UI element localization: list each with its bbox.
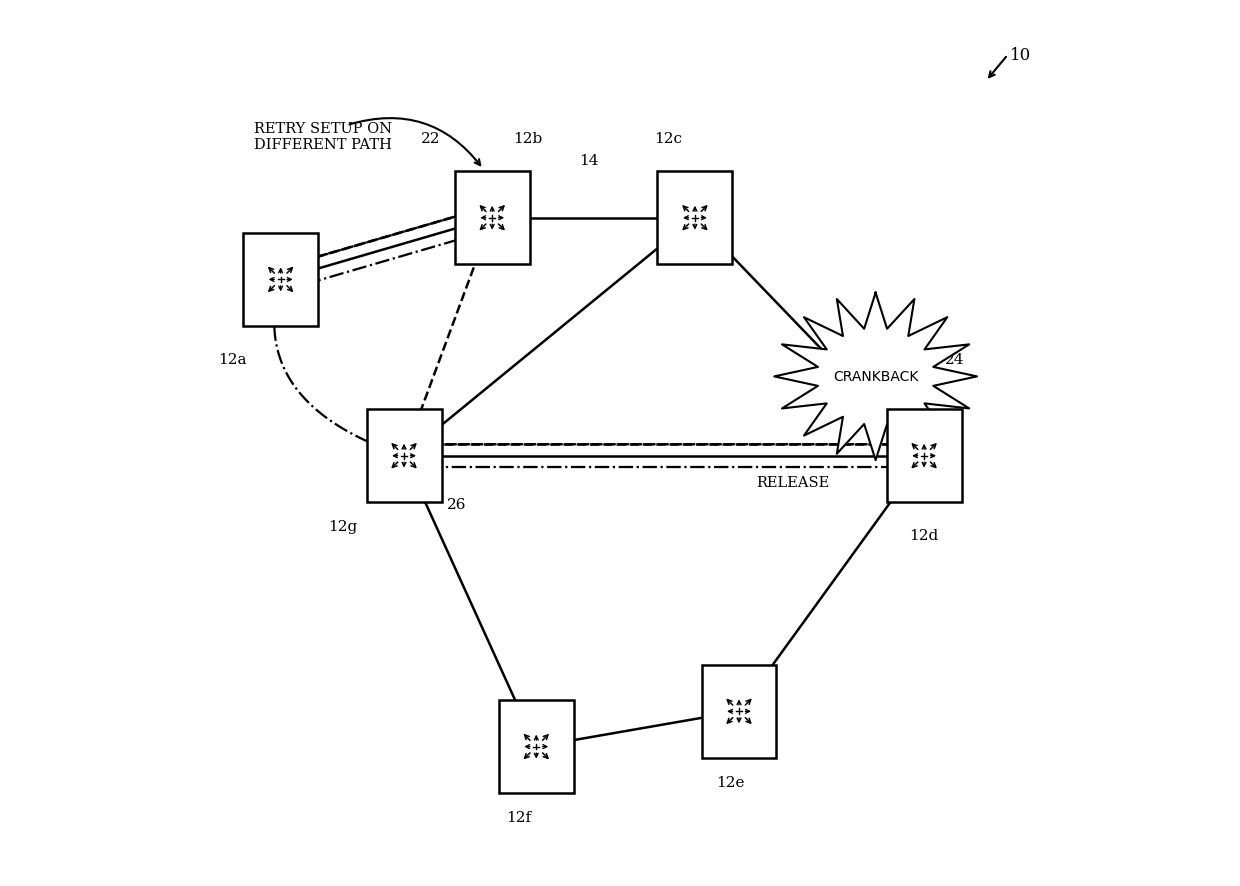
Text: 12a: 12a <box>218 353 247 366</box>
Text: 26: 26 <box>448 498 466 511</box>
Bar <box>498 701 574 793</box>
Polygon shape <box>774 293 977 461</box>
Text: 14: 14 <box>579 154 599 168</box>
Bar <box>702 665 776 758</box>
Bar <box>887 410 961 502</box>
Text: 12d: 12d <box>909 528 939 542</box>
Text: 12f: 12f <box>506 810 531 824</box>
Text: RETRY SETUP ON
DIFFERENT PATH: RETRY SETUP ON DIFFERENT PATH <box>254 121 392 152</box>
Text: 24: 24 <box>945 353 965 366</box>
Bar <box>243 234 319 326</box>
Text: 12e: 12e <box>715 775 744 789</box>
Text: RELEASE: RELEASE <box>756 476 830 490</box>
Text: 12b: 12b <box>513 132 542 146</box>
Bar <box>455 172 529 265</box>
Text: 10: 10 <box>1011 47 1032 64</box>
Bar <box>657 172 733 265</box>
Bar <box>367 410 441 502</box>
Text: 22: 22 <box>420 132 440 146</box>
Text: 12c: 12c <box>655 132 682 146</box>
Text: 12g: 12g <box>327 520 357 533</box>
Text: CRANKBACK: CRANKBACK <box>833 370 919 384</box>
